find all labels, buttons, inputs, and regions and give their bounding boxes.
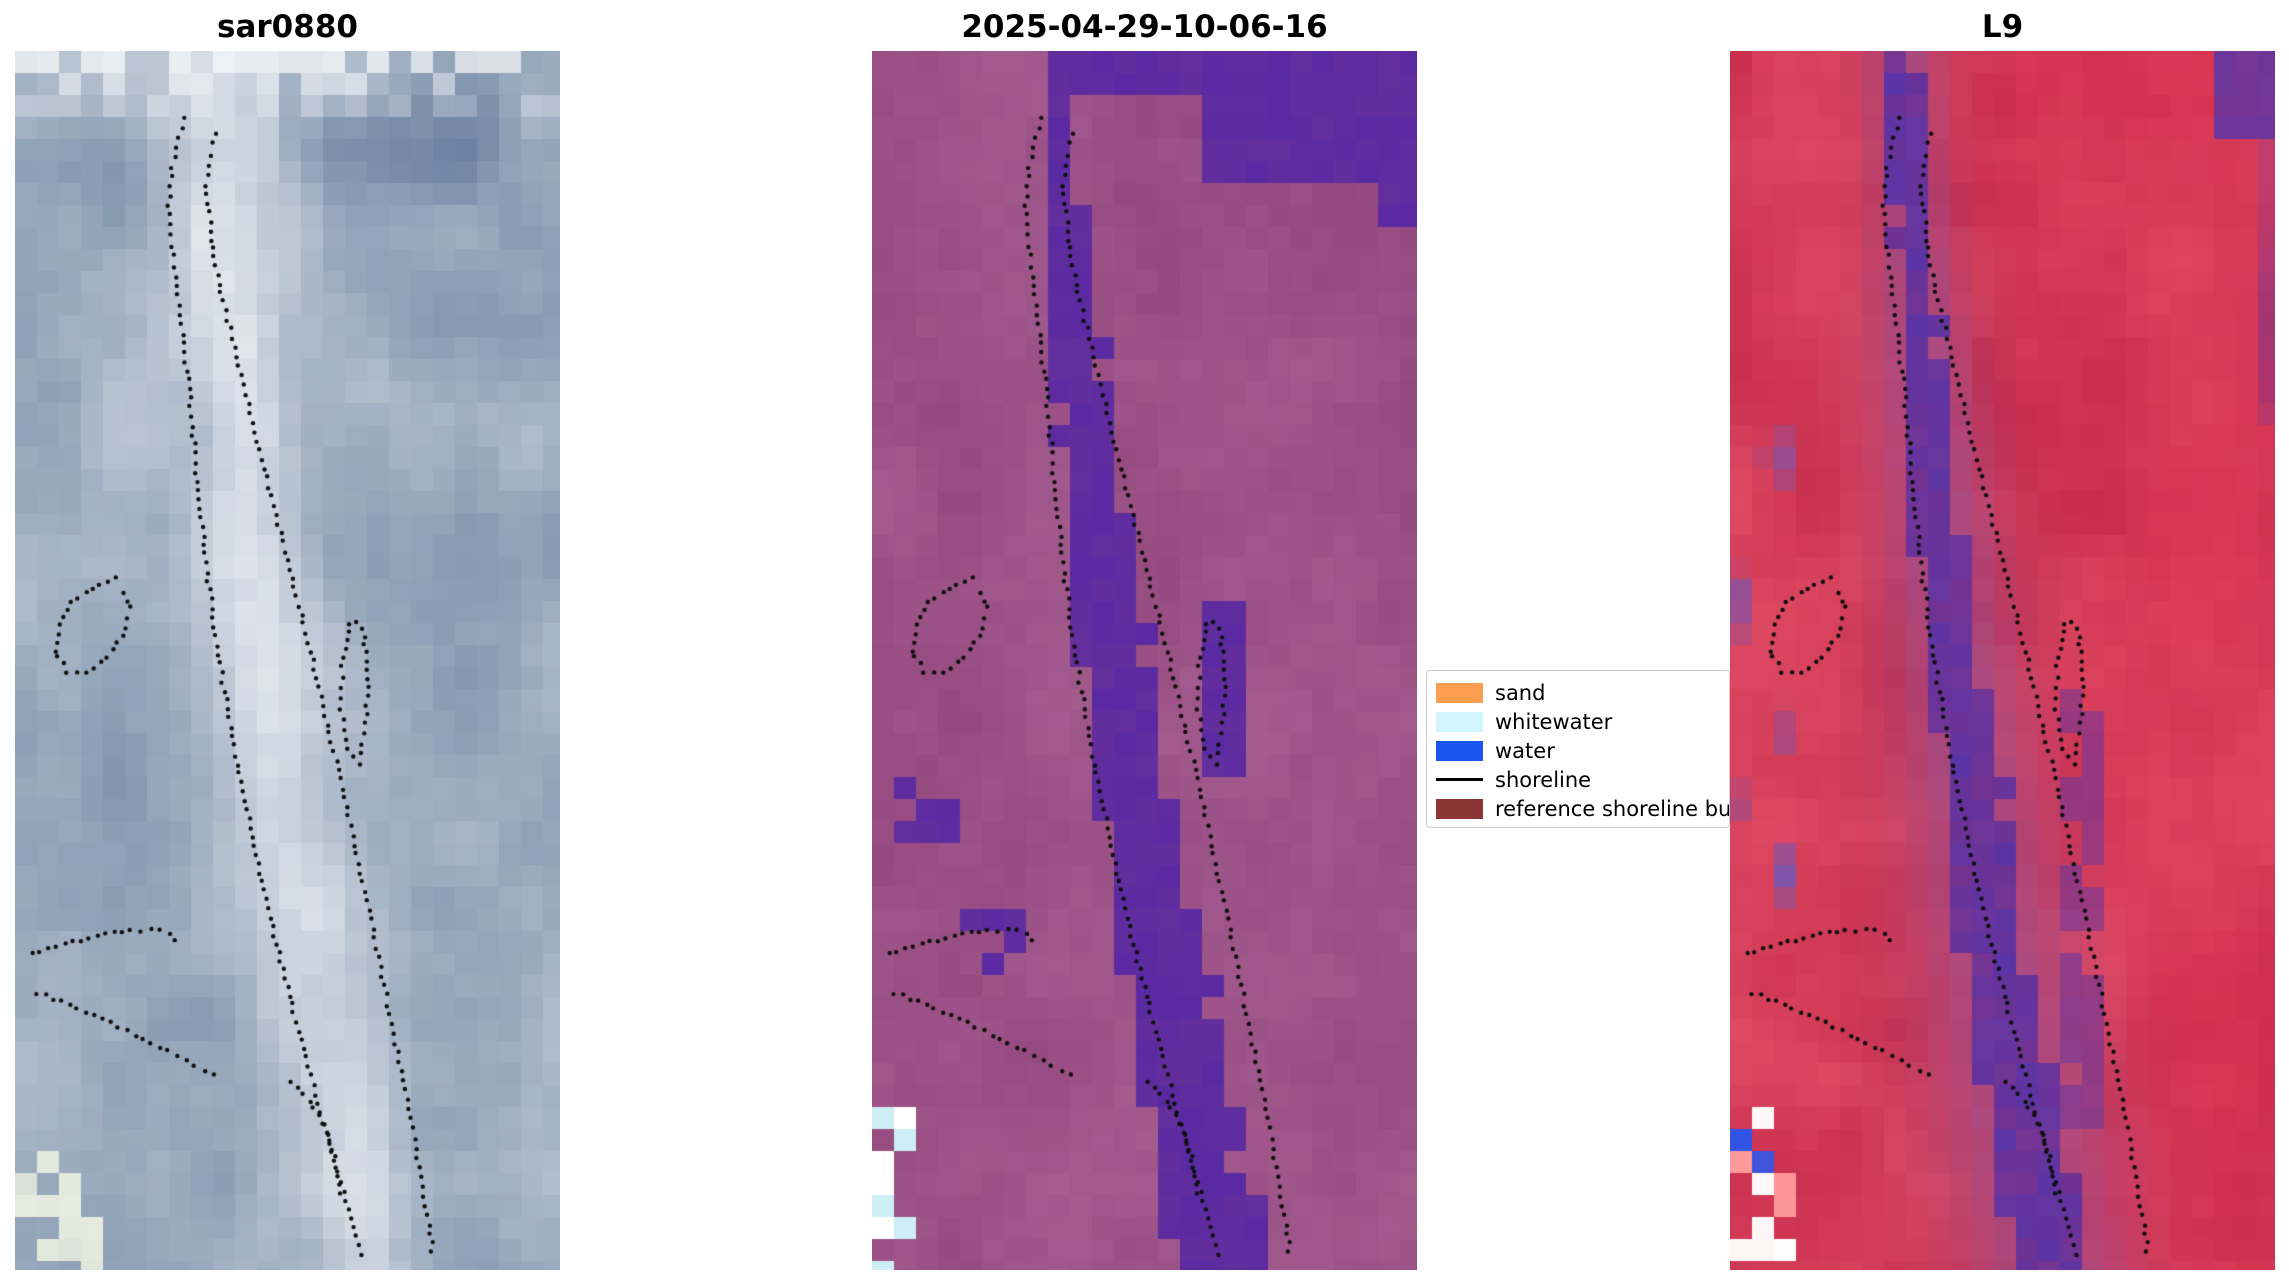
reference-shoreline-buffer-swatch [1436,798,1483,819]
legend-label-sand: sand [1495,680,1546,705]
sand-swatch [1436,682,1483,703]
legend-label-water: water [1495,738,1555,763]
whitewater-swatch [1436,711,1483,732]
legend-item-water: water [1436,736,1729,765]
legend-label-reference-shoreline-buffer: reference shoreline bu [1495,796,1730,821]
panel-title-sar: sar0880 [217,9,358,45]
legend-label-shoreline: shoreline [1495,767,1592,792]
legend: sand whitewater water shoreline referenc… [1426,670,1730,828]
sar-image-panel [15,51,560,1270]
shoreline-line-swatch [1436,778,1483,781]
l9-image-panel [1730,51,2275,1270]
legend-item-whitewater: whitewater [1436,707,1729,736]
legend-item-sand: sand [1436,678,1729,707]
legend-item-shoreline: shoreline [1436,765,1729,794]
panel-title-l9: L9 [1981,9,2024,45]
classified-image-panel [872,51,1417,1270]
panel-title-timestamp: 2025-04-29-10-06-16 [961,9,1328,45]
legend-label-whitewater: whitewater [1495,709,1613,734]
legend-item-reference-shoreline-buffer: reference shoreline bu [1436,794,1729,823]
water-swatch [1436,740,1483,761]
